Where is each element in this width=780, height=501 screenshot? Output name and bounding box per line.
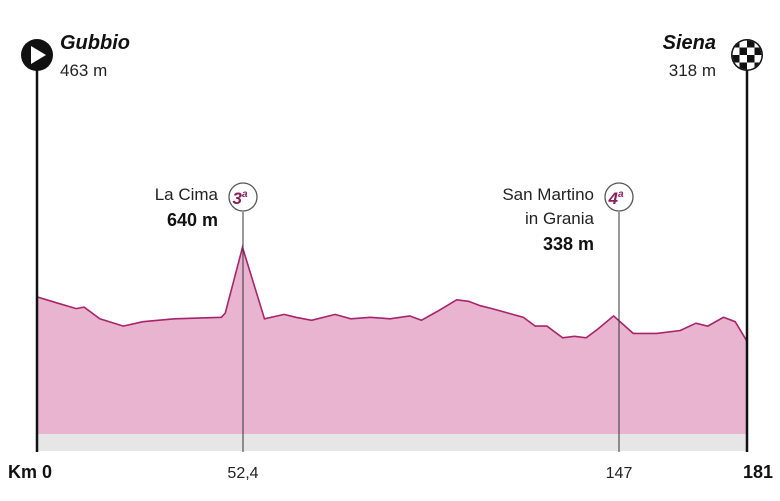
elevation-line bbox=[36, 244, 748, 342]
road-band bbox=[36, 434, 747, 451]
km-start-label: Km 0 bbox=[8, 462, 52, 482]
svg-text:3a: 3a bbox=[232, 189, 247, 208]
climb-altitude: 640 m bbox=[167, 210, 218, 230]
climb-name-line-1: San Martino bbox=[502, 185, 594, 204]
finish-city: Siena bbox=[663, 32, 716, 54]
svg-text:4a: 4a bbox=[607, 189, 623, 208]
climb-name: La Cima bbox=[155, 185, 219, 204]
km-prefix: Km bbox=[8, 462, 37, 482]
km-start-value: 0 bbox=[42, 462, 52, 482]
category-suffix: a bbox=[242, 189, 248, 200]
km-label-climb-2: 147 bbox=[606, 465, 633, 482]
km-label-climb-1: 52,4 bbox=[227, 465, 258, 482]
category-badge: 3a bbox=[228, 182, 258, 212]
start-play-icon bbox=[21, 39, 53, 71]
elevation-area bbox=[37, 247, 747, 434]
category-suffix: a bbox=[618, 189, 624, 200]
finish-altitude: 318 m bbox=[669, 61, 716, 80]
start-altitude: 463 m bbox=[60, 61, 107, 80]
category-number: 4 bbox=[607, 189, 618, 208]
category-badge: 4a bbox=[604, 182, 634, 212]
km-end-label: 181 bbox=[743, 462, 773, 482]
start-city: Gubbio bbox=[60, 32, 130, 54]
climb-altitude: 338 m bbox=[543, 234, 594, 254]
climb-name-line-2: in Grania bbox=[525, 209, 595, 228]
checkered-flag-icon bbox=[731, 39, 763, 71]
category-number: 3 bbox=[232, 189, 242, 208]
